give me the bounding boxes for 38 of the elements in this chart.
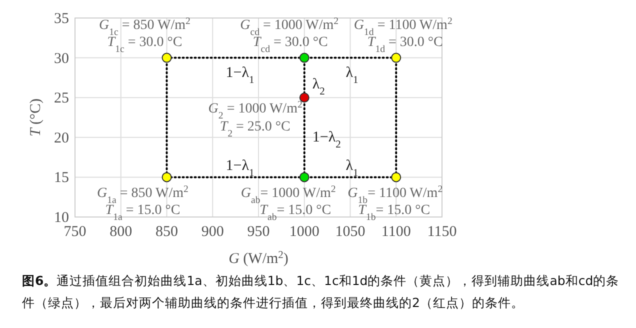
x-tick-label: 1150 [427,224,457,240]
y-tick-label: 25 [54,90,69,107]
annotation: T$_{1c}$ = 30.0 °C [107,34,182,54]
annotation: G$_{ab}$= 1000 W/m$^{2}$ [240,184,336,206]
x-axis-title: G (W/m$^{2}$) [228,250,288,267]
y-tick-label: 10 [54,210,69,226]
y-tick-label: 20 [54,130,69,146]
annotation: λ$_{1}$ [346,65,358,86]
annotation: G$_{1c}$ = 850 W/m$^{2}$ [99,15,191,38]
annotation: λ$_{1}$ [346,158,358,178]
annotation: T$_{2}$ = 25.0 °C [220,120,290,140]
annotation: G$_{cd}$ = 1000 W/m$^{2}$ [240,15,339,38]
y-tick-label: 35 [54,11,69,27]
x-tick-label: 850 [156,224,178,240]
x-tick-label: 950 [247,224,270,240]
text: 图6。通过插值组合初始曲线1a、初始曲线1b、1c、1c和1d的条件（黄点），得到辅助曲线ab和cd的条件（绿点），最后对两个辅助曲线的条件进行插值，得到最终曲线的2（红点）的条件。 [22,273,620,310]
x-tick-label: 1050 [335,224,366,240]
annotation: G$_{1b}$= 1100 W/m$^{2}$ [348,184,443,206]
annotation: 1−λ$_{1}$ [226,65,254,86]
y-tick-label: 30 [54,50,69,67]
x-tick-label: 900 [201,224,224,240]
annotation: T$_{ab}$= 15.0 °C [260,203,332,223]
annotation: T$_{1a}$ = 15.0 °C [105,203,180,223]
annotation: 1−λ$_{2}$ [312,129,341,150]
annotation: G$_{1a}$ = 850 W/m$^{2}$ [97,184,189,206]
annotation: λ$_{2}$ [312,76,325,98]
annotation: G$_{1d}$ = 1100 W/m$^{2}$ [354,15,452,38]
y-tick-label: 15 [54,170,69,186]
y-axis-title: T (°C) [28,98,44,137]
annotation: 1−λ$_{1}$ [226,158,254,178]
annotation: G$_{2}$ = 1000 W/m$^{2}$ [208,99,302,122]
annotation: T$_{1d}$ = 30.0 °C [367,34,443,54]
annotation: T$_{1b}$= 15.0 °C [358,203,430,223]
x-tick-label: 800 [110,224,132,240]
x-tick-label: 1000 [289,224,320,240]
annotation: T$_{cd}$ = 30.0 °C [252,34,328,54]
x-tick-label: 1100 [381,224,411,240]
x-tick-label: 750 [64,224,86,240]
